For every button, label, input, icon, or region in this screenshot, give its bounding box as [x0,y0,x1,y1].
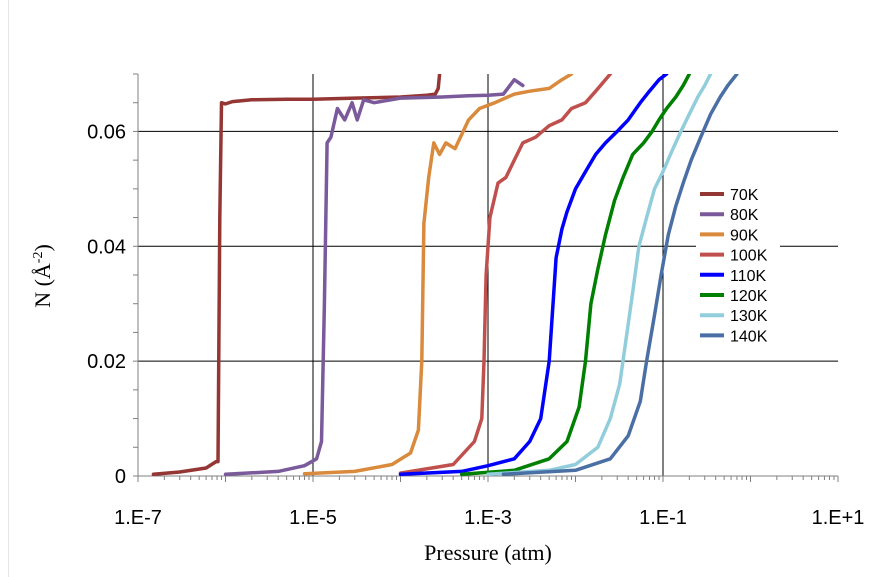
x-axis-title: Pressure (atm) [424,540,552,565]
x-tick-label: 1.E-7 [114,507,162,529]
y-tick-label: 0.02 [87,351,126,373]
y-axis-title: N (Å-2) [30,244,55,308]
x-tick-label: 1.E-3 [464,507,512,529]
x-tick-label: 1.E-5 [289,507,337,529]
legend-label: 120K [730,288,768,305]
legend-label: 80K [730,207,759,224]
series-line-140K [501,74,739,476]
legend-label: 130K [730,308,768,325]
page-edge-rule [8,0,9,577]
y-axis-title-close: ) [30,244,55,251]
y-axis-title-main: N (Å [30,263,55,308]
series-line-130K [486,74,713,476]
series-line-90K [302,74,574,476]
legend-label: 100K [730,248,768,265]
y-tick-label: 0.06 [87,121,126,143]
tick-labels: 1.E-7 1.E-5 1.E-3 1.E-1 1.E+1 0 0.02 0.04 0.06 [87,121,864,529]
x-tick-label: 1.E-1 [639,507,687,529]
legend-label: 110K [730,268,767,285]
y-tick-label: 0.04 [87,236,126,258]
series-line-120K [459,74,692,476]
legend: 70K 80K 90K 100K 110K 120K 130K 140K [696,180,780,348]
series-line-100K [398,74,613,475]
legend-background [696,180,780,348]
legend-label: 90K [730,227,759,244]
y-axis-title-superscript: -2 [31,252,46,264]
series-line-80K [223,77,525,476]
series-line-110K [398,74,669,476]
legend-label: 70K [730,187,759,204]
gridlines [138,74,838,476]
x-tick-label: 1.E+1 [812,507,865,529]
y-tick-label: 0 [115,466,126,488]
series-lines [151,74,739,476]
legend-label: 140K [730,328,768,345]
series-line-70K [151,74,442,476]
